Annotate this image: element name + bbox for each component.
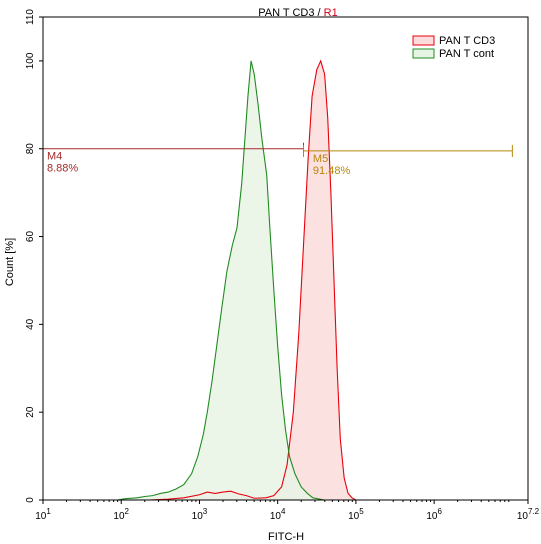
marker-percent: 91.48% bbox=[313, 165, 351, 177]
x-tick-exponent: 6 bbox=[437, 507, 442, 516]
plot-frame bbox=[42, 16, 529, 501]
series-fill-2 bbox=[43, 60, 528, 500]
x-tick-base: 10 bbox=[348, 511, 360, 522]
chart-title: PAN T CD3 / R1 bbox=[258, 7, 337, 19]
marker-name: M4 bbox=[47, 151, 62, 163]
legend-label: PAN T cont bbox=[439, 48, 494, 60]
x-tick-exponent: 4 bbox=[281, 507, 286, 516]
x-tick-base: 10 bbox=[35, 511, 47, 522]
x-tick-base: 10 bbox=[270, 511, 282, 522]
x-tick-label: 105 bbox=[348, 507, 364, 522]
x-tick-label: 104 bbox=[270, 507, 286, 522]
chart-title-part2: R1 bbox=[324, 7, 338, 19]
x-tick-label: 102 bbox=[113, 507, 129, 522]
chart-title-part1: PAN T CD3 bbox=[258, 7, 314, 19]
legend-swatch bbox=[412, 35, 435, 46]
x-tick-label: 103 bbox=[192, 507, 208, 522]
marker-percent: 8.88% bbox=[47, 163, 78, 175]
x-tick-base: 10 bbox=[192, 511, 204, 522]
legend-entry-2: PAN T cont bbox=[412, 48, 494, 60]
y-tick-label: 80 bbox=[25, 143, 36, 155]
y-axis-label: Count [%] bbox=[4, 238, 16, 286]
x-tick-base: 10 bbox=[426, 511, 438, 522]
x-tick-exponent: 2 bbox=[125, 507, 130, 516]
y-tick-label: 20 bbox=[25, 406, 36, 418]
x-tick-exponent: 1 bbox=[46, 507, 51, 516]
series-line-1 bbox=[43, 59, 528, 501]
y-tick-label: 60 bbox=[25, 231, 36, 243]
series-layer bbox=[43, 59, 528, 501]
x-tick-base: 10 bbox=[517, 511, 529, 522]
x-tick-label: 101 bbox=[35, 507, 51, 522]
y-tick-label: 0 bbox=[25, 497, 36, 503]
y-axis-ticks: 0 20 40 60 80 100 110 bbox=[25, 9, 43, 503]
legend-label: PAN T CD3 bbox=[439, 35, 495, 47]
marker-name: M5 bbox=[313, 153, 328, 165]
series-line-2 bbox=[43, 60, 528, 501]
y-tick-label: 40 bbox=[25, 318, 36, 330]
x-tick-base: 10 bbox=[113, 511, 125, 522]
legend-swatch bbox=[412, 48, 435, 59]
x-axis-ticks: 101 102 103 104 105 106 107.2 bbox=[35, 500, 540, 522]
y-tick-label: 110 bbox=[25, 9, 36, 25]
x-tick-label: 107.2 bbox=[517, 507, 540, 522]
x-tick-label: 106 bbox=[426, 507, 442, 522]
marker-M4: M48.88% bbox=[42, 142, 304, 175]
x-tick-exponent: 7.2 bbox=[528, 507, 540, 516]
y-tick-label: 100 bbox=[25, 52, 36, 69]
legend-entry-1: PAN T CD3 bbox=[412, 35, 495, 47]
x-axis-label: FITC-H bbox=[268, 531, 304, 543]
x-tick-exponent: 3 bbox=[203, 507, 208, 516]
chart-title-separator: / bbox=[315, 7, 324, 19]
x-tick-exponent: 5 bbox=[359, 507, 364, 516]
